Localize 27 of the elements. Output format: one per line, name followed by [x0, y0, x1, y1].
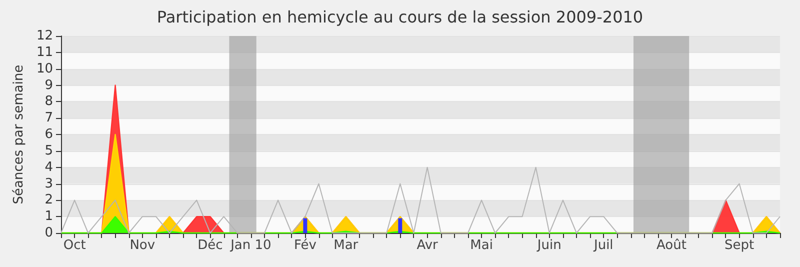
- y-tick-label: 4: [44, 160, 53, 175]
- x-tick-label: Mar: [334, 238, 359, 253]
- y-axis-title: Séances par semaine: [12, 64, 27, 204]
- x-tick-label: Oct: [63, 238, 86, 253]
- x-tick-label: Fév: [294, 238, 317, 253]
- chart-title: Participation en hemicycle au cours de la session 2009-2010: [156, 8, 644, 26]
- y-tick-label: 9: [44, 78, 53, 93]
- y-tick-label: 0: [44, 226, 53, 240]
- x-tick-label: Nov: [130, 238, 156, 253]
- x-tick-label: Mai: [470, 238, 493, 253]
- y-tick-label: 1: [44, 209, 53, 224]
- x-tick-label: Jan 10: [230, 238, 272, 253]
- x-tick-label: Avr: [416, 238, 439, 253]
- y-tick-label: 6: [44, 127, 53, 142]
- x-tick-label: Juil: [592, 238, 614, 253]
- y-tick-label: 12: [36, 28, 53, 44]
- x-tick-label: Août: [656, 238, 686, 253]
- y-tick-label: 8: [44, 94, 53, 110]
- y-tick-label: 5: [44, 143, 53, 158]
- x-tick-label: Sept: [724, 238, 754, 253]
- y-tick-label: 10: [36, 61, 53, 76]
- x-tick-label: Déc: [198, 238, 223, 253]
- x-tick-label: Juin: [536, 238, 562, 253]
- y-tick-label: 11: [36, 44, 53, 60]
- y-tick-label: 3: [44, 176, 53, 192]
- y-tick-label: 7: [44, 110, 53, 126]
- y-tick-label: 2: [44, 192, 53, 208]
